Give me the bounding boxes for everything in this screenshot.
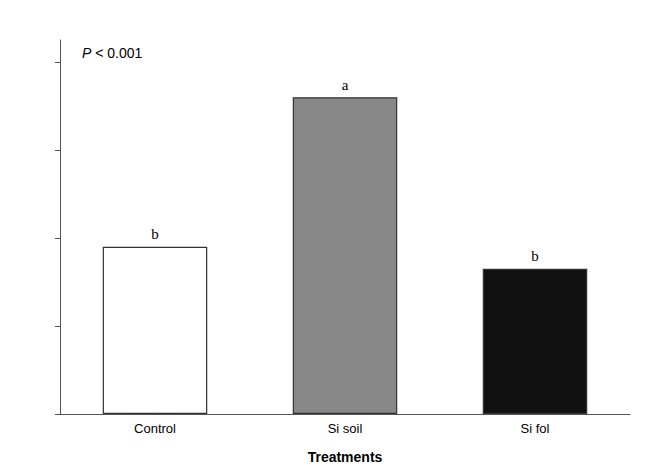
svg-text:Treatments: Treatments [308,449,383,465]
svg-text:b: b [151,226,159,242]
svg-text:b: b [531,248,539,264]
svg-text:Control: Control [134,421,176,436]
svg-text:P: P [82,45,92,61]
svg-text:Si fol: Si fol [521,421,550,436]
svg-text:Si soil: Si soil [328,421,363,436]
svg-text:a: a [342,77,349,93]
svg-text:< 0.001: < 0.001 [91,45,142,61]
